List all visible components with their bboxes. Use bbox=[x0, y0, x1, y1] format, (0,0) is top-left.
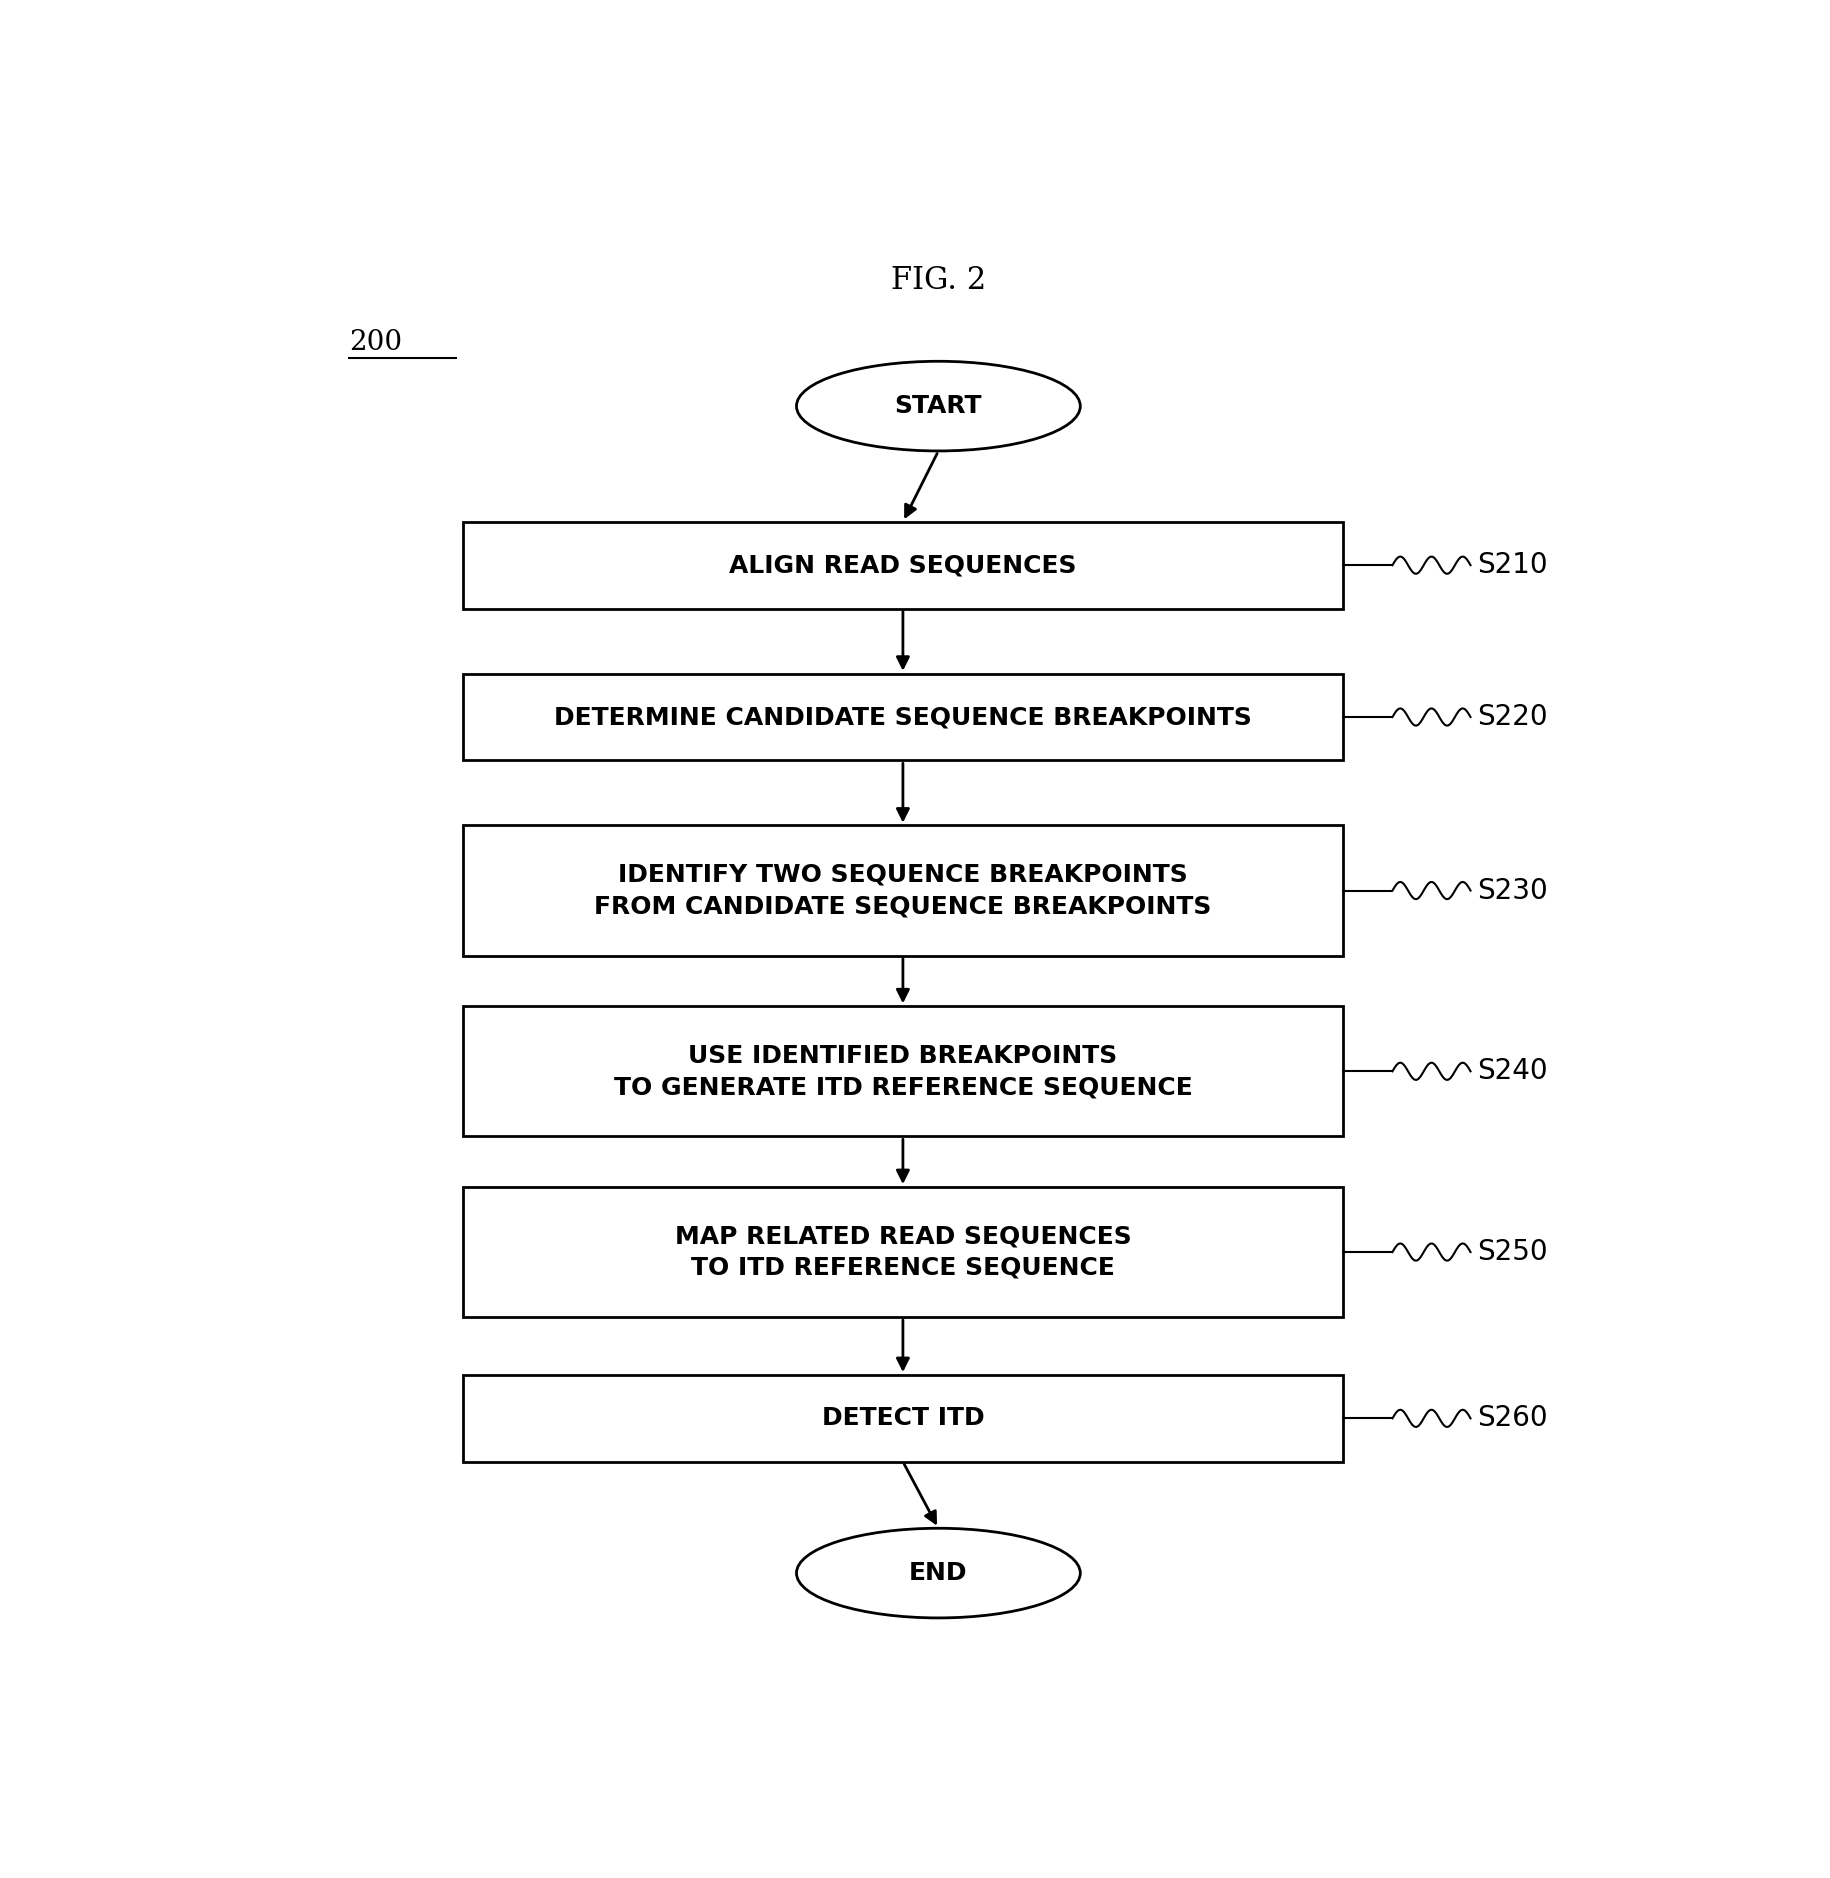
Text: END: END bbox=[910, 1561, 966, 1585]
Ellipse shape bbox=[796, 1529, 1080, 1619]
Text: 200: 200 bbox=[350, 329, 403, 355]
Text: S260: S260 bbox=[1477, 1405, 1548, 1433]
Text: ALIGN READ SEQUENCES: ALIGN READ SEQUENCES bbox=[728, 554, 1076, 577]
Text: S230: S230 bbox=[1477, 877, 1548, 905]
Text: FIG. 2: FIG. 2 bbox=[889, 265, 986, 297]
Text: DETECT ITD: DETECT ITD bbox=[822, 1407, 985, 1431]
Text: S250: S250 bbox=[1477, 1238, 1548, 1266]
FancyBboxPatch shape bbox=[463, 1007, 1341, 1136]
Text: USE IDENTIFIED BREAKPOINTS
TO GENERATE ITD REFERENCE SEQUENCE: USE IDENTIFIED BREAKPOINTS TO GENERATE I… bbox=[613, 1044, 1191, 1099]
FancyBboxPatch shape bbox=[463, 674, 1341, 761]
Text: S210: S210 bbox=[1477, 550, 1548, 578]
FancyBboxPatch shape bbox=[463, 826, 1341, 956]
FancyBboxPatch shape bbox=[463, 1187, 1341, 1316]
FancyBboxPatch shape bbox=[463, 522, 1341, 608]
Text: DETERMINE CANDIDATE SEQUENCE BREAKPOINTS: DETERMINE CANDIDATE SEQUENCE BREAKPOINTS bbox=[554, 704, 1252, 729]
Text: MAP RELATED READ SEQUENCES
TO ITD REFERENCE SEQUENCE: MAP RELATED READ SEQUENCES TO ITD REFERE… bbox=[673, 1224, 1131, 1281]
Text: S240: S240 bbox=[1477, 1057, 1548, 1085]
Text: START: START bbox=[895, 394, 981, 419]
Text: S220: S220 bbox=[1477, 702, 1548, 731]
Text: IDENTIFY TWO SEQUENCE BREAKPOINTS
FROM CANDIDATE SEQUENCE BREAKPOINTS: IDENTIFY TWO SEQUENCE BREAKPOINTS FROM C… bbox=[595, 862, 1211, 918]
FancyBboxPatch shape bbox=[463, 1375, 1341, 1461]
Ellipse shape bbox=[796, 361, 1080, 451]
